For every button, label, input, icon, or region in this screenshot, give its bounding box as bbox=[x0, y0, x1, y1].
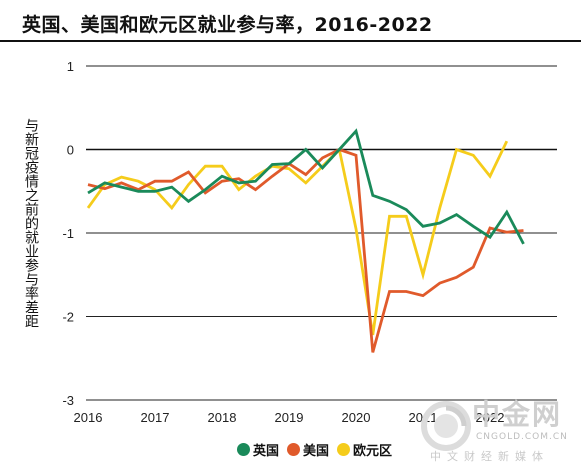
legend-item-us: 美国 bbox=[287, 440, 329, 459]
legend-dot-ea bbox=[337, 443, 351, 456]
grid-lines bbox=[86, 65, 557, 401]
y-tick-label: 0 bbox=[67, 143, 74, 158]
y-tick-label: -2 bbox=[62, 310, 74, 325]
x-tick-label: 2022 bbox=[476, 410, 505, 425]
x-tick-labels: 2016 2017 2018 2019 2020 2021 2022 bbox=[74, 410, 505, 425]
chart-title: 英国、美国和欧元区就业参与率，2016-2022 bbox=[22, 14, 433, 36]
y-tick-label: -1 bbox=[62, 226, 74, 241]
watermark-url: CNGOLD.COM.CN bbox=[476, 432, 568, 442]
x-tick-label: 2017 bbox=[141, 410, 170, 425]
legend: 英国 美国 欧元区 bbox=[237, 440, 392, 459]
series-lines bbox=[86, 128, 525, 353]
y-tick-label: -3 bbox=[62, 393, 74, 408]
legend-dot-uk bbox=[237, 443, 250, 456]
watermark-brand: 中金网 bbox=[472, 398, 563, 431]
x-tick-label: 2020 bbox=[342, 410, 371, 425]
legend-dot-us bbox=[287, 443, 301, 456]
x-tick-label: 2019 bbox=[275, 410, 304, 425]
x-tick-label: 2018 bbox=[208, 410, 237, 425]
x-tick-label: 2016 bbox=[74, 410, 103, 425]
title-underline bbox=[0, 40, 581, 42]
watermark-tagline: 中文财经新媒体 bbox=[430, 450, 549, 463]
watermark-logo-icon bbox=[421, 401, 471, 451]
y-tick-labels: 1 0 -1 -2 -3 bbox=[62, 59, 74, 408]
legend-label-ea: 欧元区 bbox=[353, 444, 393, 459]
legend-label-us: 美国 bbox=[303, 444, 330, 459]
series-line-uk bbox=[87, 128, 525, 245]
series-line-us bbox=[87, 147, 524, 353]
watermark: 中金网 CNGOLD.COM.CN bbox=[472, 398, 567, 443]
legend-label-uk: 英国 bbox=[253, 444, 280, 459]
legend-item-ea: 欧元区 bbox=[337, 440, 392, 459]
series-line-euro-area bbox=[86, 140, 509, 336]
legend-item-uk: 英国 bbox=[237, 440, 279, 459]
y-tick-label: 1 bbox=[67, 59, 74, 74]
y-axis-label: 与新冠疫情之前的就业参与率差距 bbox=[23, 118, 39, 328]
